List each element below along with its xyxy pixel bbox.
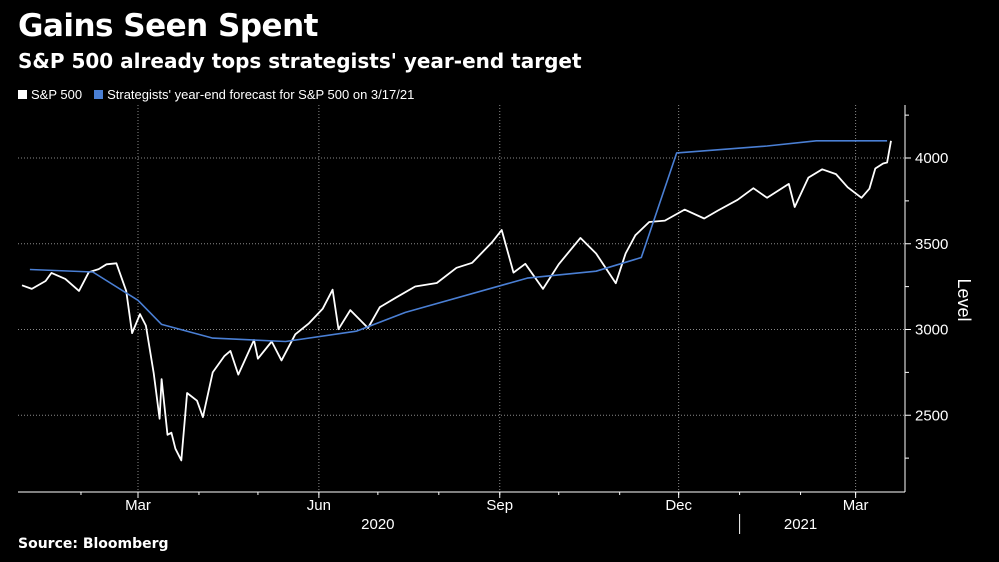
y-axis-title: Level <box>954 278 974 321</box>
xtick-label-1: Jun <box>307 497 331 514</box>
legend-label-forecast: Strategists' year-end forecast for S&P 5… <box>107 87 415 102</box>
axes <box>18 105 911 534</box>
year-label-2021: 2021 <box>784 516 817 533</box>
xtick-label-2: Sep <box>486 497 513 514</box>
ytick-label-3000: 3000 <box>915 322 948 339</box>
legend-swatch-forecast <box>94 90 104 99</box>
year-label-2020: 2020 <box>361 516 394 533</box>
xtick-label-4: Mar <box>843 497 869 514</box>
legend-item-sp500: S&P 500 <box>18 87 82 102</box>
tick-labels: 2500 3000 3500 4000 Mar Jun Sep Dec Mar 2020 2021 <box>125 150 948 533</box>
grid-lines <box>18 105 905 492</box>
xtick-label-3: Dec <box>665 497 692 514</box>
ytick-label-3500: 3500 <box>915 236 948 253</box>
series-line-sp500 <box>21 140 892 462</box>
ytick-label-2500: 2500 <box>915 407 948 424</box>
xtick-label-0: Mar <box>125 497 151 514</box>
legend: S&P 500 Strategists' year-end forecast f… <box>18 87 414 102</box>
chart-subtitle: S&P 500 already tops strategists' year-e… <box>18 49 582 73</box>
source-note: Source: Bloomberg <box>18 536 169 552</box>
series-line-forecast <box>29 140 888 343</box>
legend-item-forecast: Strategists' year-end forecast for S&P 5… <box>94 87 414 102</box>
legend-swatch-sp500 <box>18 90 27 99</box>
ytick-label-4000: 4000 <box>915 150 948 167</box>
chart-title: Gains Seen Spent <box>18 8 318 44</box>
series-lines <box>21 140 892 462</box>
legend-label-sp500: S&P 500 <box>31 87 83 102</box>
